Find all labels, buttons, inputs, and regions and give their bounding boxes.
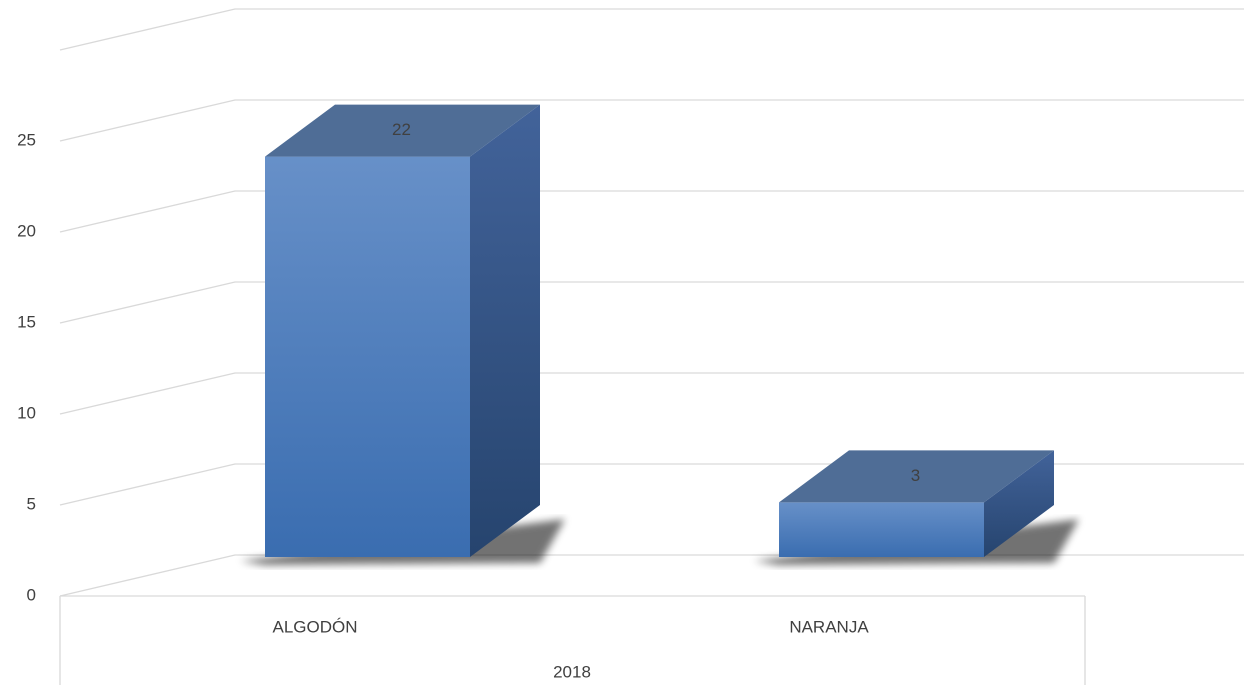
bar (265, 156, 470, 557)
grid-line (59, 99, 1244, 142)
y-tick-label: 0 (27, 585, 36, 604)
bar-side (984, 450, 1054, 557)
y-tick-label: 15 (17, 312, 36, 331)
x-tick-label: ALGODÓN (272, 617, 357, 636)
bar-top (779, 450, 1054, 503)
grid-line (59, 281, 1244, 324)
bar-side (470, 104, 540, 557)
bar-top (265, 104, 540, 157)
y-tick-label: 10 (17, 403, 36, 422)
y-tick-label: 20 (17, 221, 36, 240)
wall-top (59, 8, 1244, 51)
bar (779, 502, 984, 557)
y-tick-label: 25 (17, 130, 36, 149)
data-label: 3 (911, 466, 920, 485)
grid-line (59, 372, 1244, 415)
data-label: 22 (392, 120, 411, 139)
group-label: 2018 (553, 662, 591, 681)
grid-line (59, 190, 1244, 233)
y-tick-label: 5 (27, 494, 36, 513)
grid-line (59, 554, 1244, 597)
x-tick-label: NARANJA (789, 617, 869, 636)
grid-line (59, 463, 1244, 506)
